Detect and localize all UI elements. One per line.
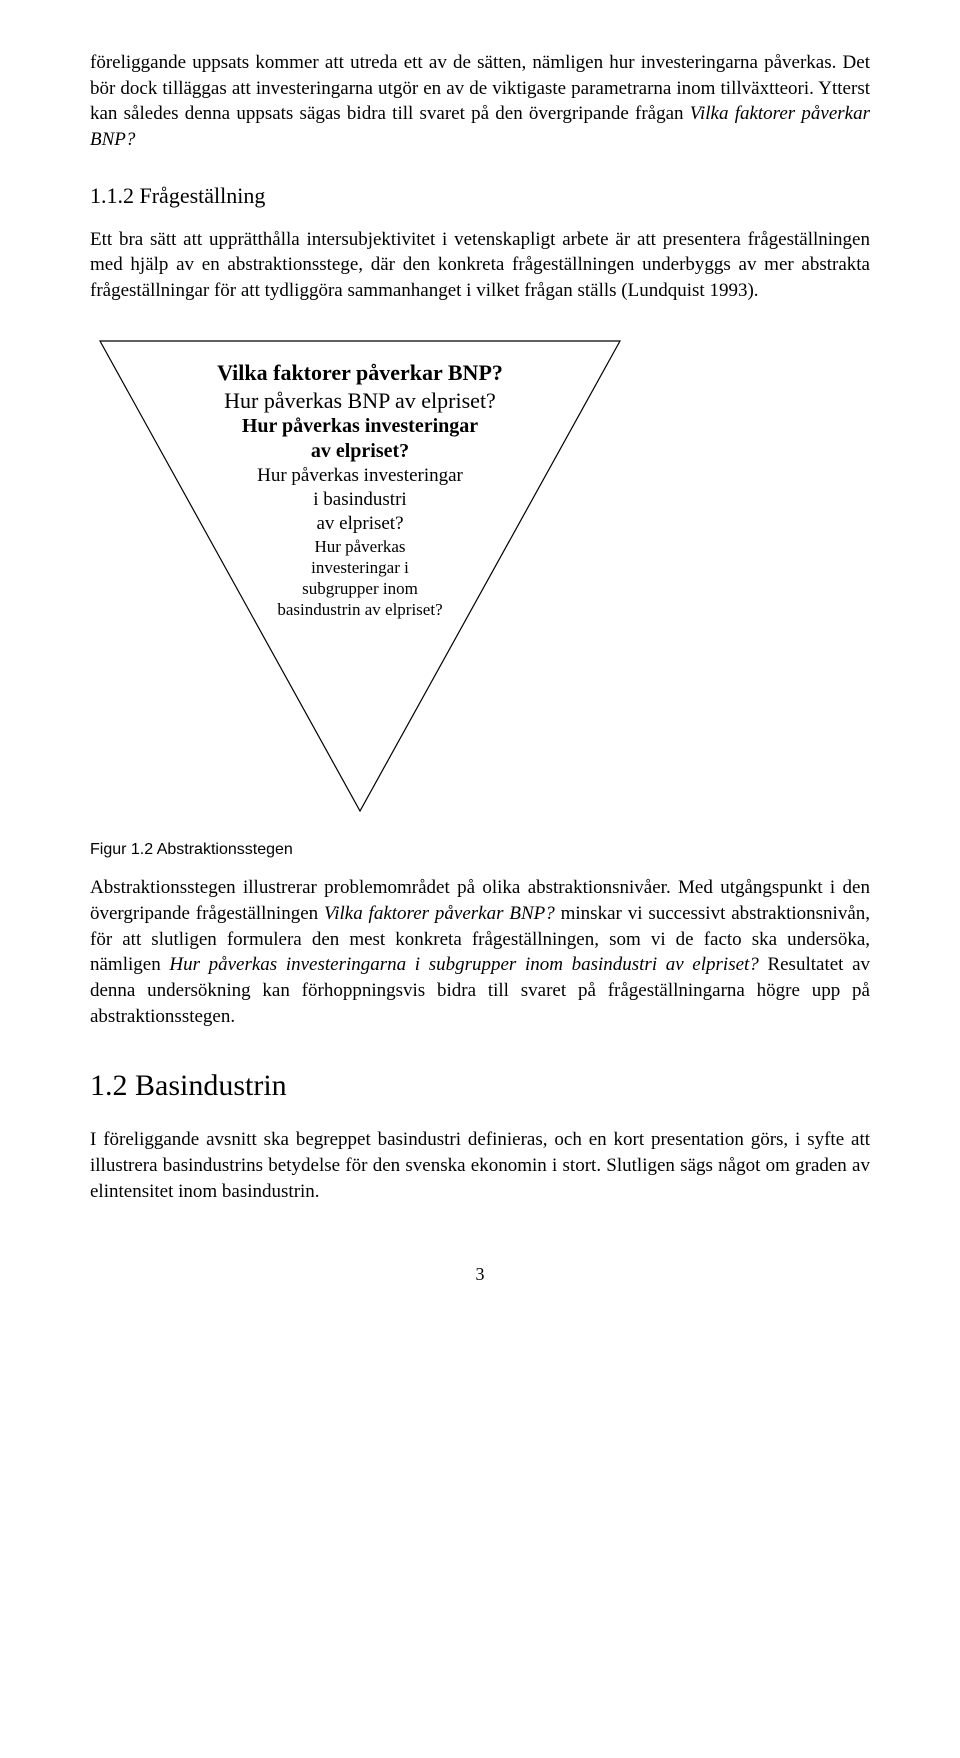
- figure-caption: Figur 1.2 Abstraktionsstegen: [90, 841, 870, 859]
- basindustrin-paragraph: I föreliggande avsnitt ska begreppet bas…: [90, 1127, 870, 1204]
- triangle-line-1: Vilka faktorer påverkar BNP?: [160, 359, 560, 387]
- triangle-line-4a: Hur påverkas investeringar: [160, 464, 560, 488]
- fragestallning-paragraph: Ett bra sätt att upprätthålla intersubje…: [90, 227, 870, 304]
- triangle-line-4b: i basindustri: [160, 488, 560, 512]
- heading-1-1-2: 1.1.2 Frågeställning: [90, 183, 870, 209]
- triangle-line-3a: Hur påverkas investeringar: [160, 414, 560, 439]
- triangle-line-3b: av elpriset?: [160, 439, 560, 464]
- triangle-line-5c: subgrupper inom: [160, 578, 560, 599]
- page-number: 3: [90, 1264, 870, 1285]
- triangle-line-2: Hur påverkas BNP av elpriset?: [160, 387, 560, 415]
- triangle-text-block: Vilka faktorer påverkar BNP? Hur påverka…: [160, 359, 560, 620]
- triangle-line-4c: av elpriset?: [160, 512, 560, 536]
- abstraction-triangle-figure: Vilka faktorer påverkar BNP? Hur påverka…: [90, 331, 630, 831]
- page: föreliggande uppsats kommer att utreda e…: [0, 0, 960, 1325]
- heading-1-2: 1.2 Basindustrin: [90, 1069, 870, 1103]
- triangle-line-5d: basindustrin av elpriset?: [160, 599, 560, 620]
- triangle-line-5a: Hur påverkas: [160, 536, 560, 557]
- intro-paragraph: föreliggande uppsats kommer att utreda e…: [90, 50, 870, 153]
- para3-it2: Hur påverkas investeringarna i subgruppe…: [169, 954, 758, 975]
- triangle-line-5b: investeringar i: [160, 557, 560, 578]
- abstraction-paragraph: Abstraktionsstegen illustrerar problemom…: [90, 875, 870, 1029]
- para3-it1: Vilka faktorer påverkar BNP?: [324, 903, 555, 924]
